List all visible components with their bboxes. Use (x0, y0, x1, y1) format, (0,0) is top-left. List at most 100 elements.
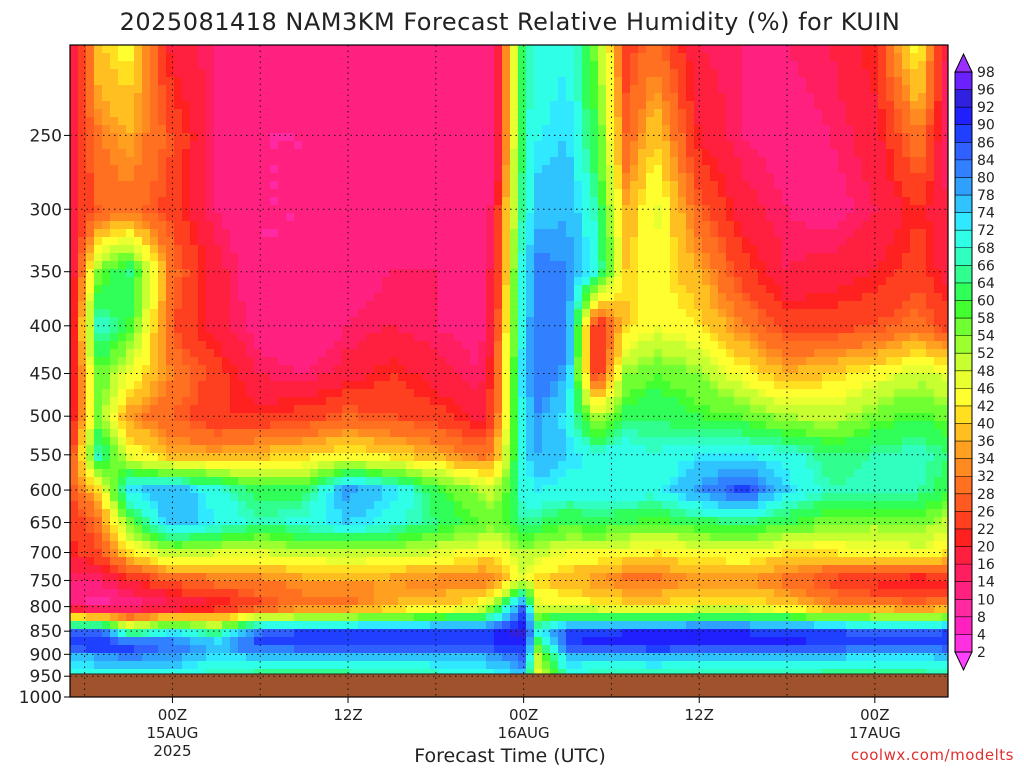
rh-cell (214, 101, 223, 110)
rh-cell (670, 357, 679, 366)
rh-cell (406, 381, 415, 390)
rh-cell (942, 277, 948, 286)
rh-cell (198, 61, 207, 70)
rh-cell (126, 85, 135, 94)
rh-cell (398, 53, 407, 62)
rh-cell (94, 149, 103, 158)
rh-cell (206, 269, 215, 278)
rh-cell (558, 341, 567, 350)
rh-cell (558, 325, 567, 334)
rh-cell (86, 69, 95, 78)
rh-cell (854, 341, 863, 350)
rh-cell (598, 133, 607, 142)
rh-cell (774, 157, 783, 166)
rh-cell (710, 77, 719, 86)
rh-cell (446, 325, 455, 334)
rh-cell (862, 349, 871, 358)
rh-cell (214, 365, 223, 374)
rh-cell (934, 237, 943, 246)
rh-cell (406, 93, 415, 102)
rh-cell (878, 189, 887, 198)
rh-cell (78, 181, 87, 190)
rh-cell (166, 277, 175, 286)
rh-cell (286, 133, 295, 142)
rh-cell (558, 133, 567, 142)
rh-cell (158, 53, 167, 62)
rh-cell (814, 149, 823, 158)
rh-cell (118, 381, 127, 390)
plot-area (69, 44, 949, 698)
rh-cell (334, 165, 343, 174)
rh-cell (822, 237, 831, 246)
rh-cell (430, 245, 439, 254)
rh-cell (382, 221, 391, 230)
rh-cell (94, 285, 103, 294)
rh-cell (438, 317, 447, 326)
rh-cell (934, 357, 943, 366)
rh-cell (854, 301, 863, 310)
rh-cell (854, 269, 863, 278)
rh-cell (358, 133, 367, 142)
rh-cell (486, 165, 495, 174)
rh-cell (254, 357, 263, 366)
rh-cell (422, 173, 431, 182)
rh-cell (638, 157, 647, 166)
rh-cell (214, 141, 223, 150)
rh-cell (134, 45, 143, 54)
rh-cell (422, 141, 431, 150)
rh-cell (174, 253, 183, 262)
rh-cell (398, 133, 407, 142)
rh-cell (342, 69, 351, 78)
rh-cell (862, 309, 871, 318)
rh-cell (358, 245, 367, 254)
rh-cell (934, 293, 943, 302)
rh-cell (86, 317, 95, 326)
rh-cell (838, 77, 847, 86)
rh-cell (918, 117, 927, 126)
rh-cell (478, 85, 487, 94)
rh-cell (430, 293, 439, 302)
rh-cell (662, 173, 671, 182)
rh-cell (670, 197, 679, 206)
rh-cell (286, 173, 295, 182)
rh-cell (78, 397, 87, 406)
rh-cell (382, 277, 391, 286)
rh-cell (934, 317, 943, 326)
rh-cell (646, 141, 655, 150)
rh-cell (934, 165, 943, 174)
rh-cell (534, 109, 543, 118)
rh-cell (174, 181, 183, 190)
rh-cell (542, 45, 551, 54)
rh-cell (414, 341, 423, 350)
rh-cell (422, 325, 431, 334)
rh-cell (414, 141, 423, 150)
rh-cell (382, 269, 391, 278)
rh-cell (182, 325, 191, 334)
rh-cell (918, 53, 927, 62)
rh-cell (590, 189, 599, 198)
rh-cell (382, 61, 391, 70)
rh-cell (502, 181, 511, 190)
rh-cell (78, 277, 87, 286)
rh-cell (750, 261, 759, 270)
rh-cell (934, 77, 943, 86)
rh-cell (558, 245, 567, 254)
rh-cell (326, 357, 335, 366)
rh-cell (278, 53, 287, 62)
rh-cell (302, 117, 311, 126)
rh-cell (334, 101, 343, 110)
rh-cell (878, 373, 887, 382)
rh-cell (110, 229, 119, 238)
rh-cell (102, 333, 111, 342)
rh-cell (502, 197, 511, 206)
rh-cell (286, 245, 295, 254)
rh-cell (590, 301, 599, 310)
rh-cell (758, 69, 767, 78)
rh-cell (158, 237, 167, 246)
rh-cell (702, 317, 711, 326)
rh-cell (518, 85, 527, 94)
rh-cell (486, 293, 495, 302)
rh-cell (278, 77, 287, 86)
rh-cell (742, 53, 751, 62)
rh-cell (622, 213, 631, 222)
